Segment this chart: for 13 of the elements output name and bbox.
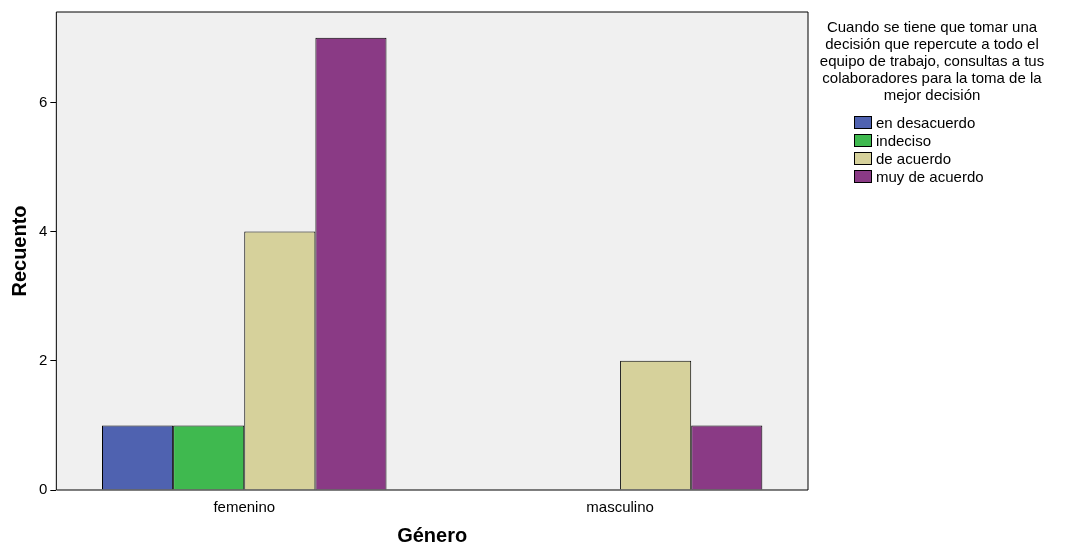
x-axis-title: Género — [397, 523, 468, 546]
y-axis-title: Recuento — [7, 205, 30, 297]
legend-label: en desacuerdo — [876, 113, 976, 131]
legend-label: de acuerdo — [876, 149, 952, 167]
y-tick-label: 2 — [39, 350, 48, 368]
y-tick-label: 0 — [39, 480, 48, 498]
legend-label: indeciso — [876, 131, 932, 149]
legend-title: Cuando se tiene que tomar una decisión que repercute a todo el equipo de trabajo, consultas a tus colaboradores para la toma de la mejor decisión — [818, 18, 1046, 103]
legend-label: muy de acuerdo — [876, 167, 984, 185]
x-tick-label: femenino — [213, 498, 276, 516]
y-tick-label: 4 — [39, 221, 48, 239]
x-tick-label: masculino — [586, 498, 654, 516]
y-tick-label: 6 — [39, 92, 48, 110]
